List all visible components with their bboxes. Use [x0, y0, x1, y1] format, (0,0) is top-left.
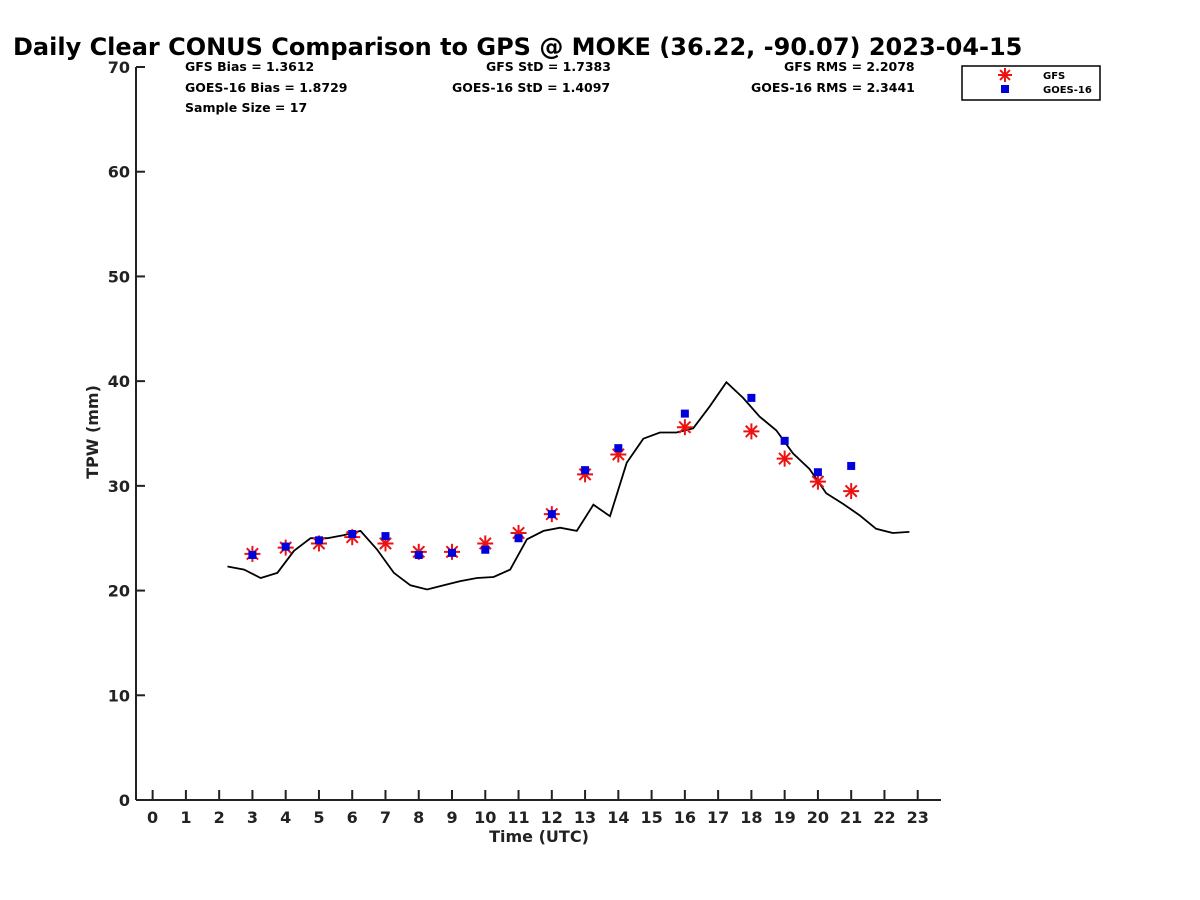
x-tick-label: 19: [774, 808, 796, 827]
x-tick-label: 11: [507, 808, 529, 827]
x-tick-label: 7: [380, 808, 391, 827]
x-tick-label: 2: [214, 808, 225, 827]
x-tick-label: 15: [640, 808, 662, 827]
legend-gfs-marker: [998, 68, 1012, 82]
legend-goes-label: GOES-16: [1043, 85, 1092, 96]
y-tick-label: 0: [119, 791, 130, 810]
x-tick-label: 3: [247, 808, 258, 827]
goes-point: [414, 550, 423, 559]
x-tick-label: 14: [607, 808, 629, 827]
x-axis-label: Time (UTC): [489, 827, 589, 846]
x-tick-label: 12: [541, 808, 563, 827]
goes-point: [514, 534, 523, 543]
goes-rms-stat: GOES-16 RMS = 2.3441: [751, 80, 915, 95]
legend: GFS GOES-16: [961, 65, 1101, 101]
x-tick-label: 6: [347, 808, 358, 827]
goes-point: [314, 536, 323, 545]
y-tick-label: 50: [108, 267, 130, 286]
goes-std-stat: GOES-16 StD = 1.4097: [452, 80, 610, 95]
goes-point: [780, 436, 789, 445]
goes-point: [614, 444, 623, 453]
goes-point: [747, 393, 756, 402]
goes-point: [248, 550, 257, 559]
y-tick-label: 60: [108, 163, 130, 182]
goes-point: [381, 532, 390, 541]
gfs-point: [743, 423, 760, 440]
x-tick-label: 20: [807, 808, 829, 827]
goes-point: [581, 466, 590, 475]
goes-point: [348, 530, 357, 539]
goes-point: [680, 409, 689, 418]
gfs-point: [776, 450, 793, 467]
goes-point: [547, 510, 556, 519]
gfs-point: [809, 473, 826, 490]
x-tick-label: 8: [413, 808, 424, 827]
x-tick-label: 9: [446, 808, 457, 827]
gfs-point: [676, 419, 693, 436]
gfs-bias-stat: GFS Bias = 1.3612: [185, 59, 314, 74]
x-tick-label: 23: [907, 808, 929, 827]
x-tick-label: 5: [313, 808, 324, 827]
y-tick-label: 20: [108, 582, 130, 601]
x-tick-label: 16: [674, 808, 696, 827]
x-tick-label: 18: [740, 808, 762, 827]
goes-point: [481, 545, 490, 554]
x-tick-label: 17: [707, 808, 729, 827]
gfs-rms-stat: GFS RMS = 2.2078: [784, 59, 915, 74]
y-tick-label: 30: [108, 477, 130, 496]
legend-gfs-label: GFS: [1043, 71, 1065, 82]
y-axis-label: TPW (mm): [83, 385, 102, 479]
goes-point: [281, 542, 290, 551]
chart-title: Daily Clear CONUS Comparison to GPS @ MO…: [13, 33, 1022, 61]
legend-box: [961, 65, 1101, 101]
goes-point: [847, 461, 856, 470]
x-tick-label: 13: [574, 808, 596, 827]
legend-gfs-asterisk: [998, 68, 1012, 82]
legend-goes-marker: [1001, 85, 1009, 93]
x-tick-label: 4: [280, 808, 291, 827]
x-tick-label: 10: [474, 808, 496, 827]
gfs-std-stat: GFS StD = 1.7383: [486, 59, 611, 74]
goes-point: [813, 468, 822, 477]
gps-tpw-line: [227, 380, 910, 591]
gfs-point: [843, 483, 860, 500]
goes-bias-stat: GOES-16 Bias = 1.8729: [185, 80, 347, 95]
x-tick-label: 22: [873, 808, 895, 827]
y-tick-label: 40: [108, 372, 130, 391]
y-tick-label: 10: [108, 686, 130, 705]
goes-point: [448, 548, 457, 557]
y-tick-label: 70: [108, 58, 130, 77]
sample-size-stat: Sample Size = 17: [185, 100, 307, 115]
x-tick-label: 1: [180, 808, 191, 827]
x-tick-label: 0: [147, 808, 158, 827]
x-tick-label: 21: [840, 808, 862, 827]
